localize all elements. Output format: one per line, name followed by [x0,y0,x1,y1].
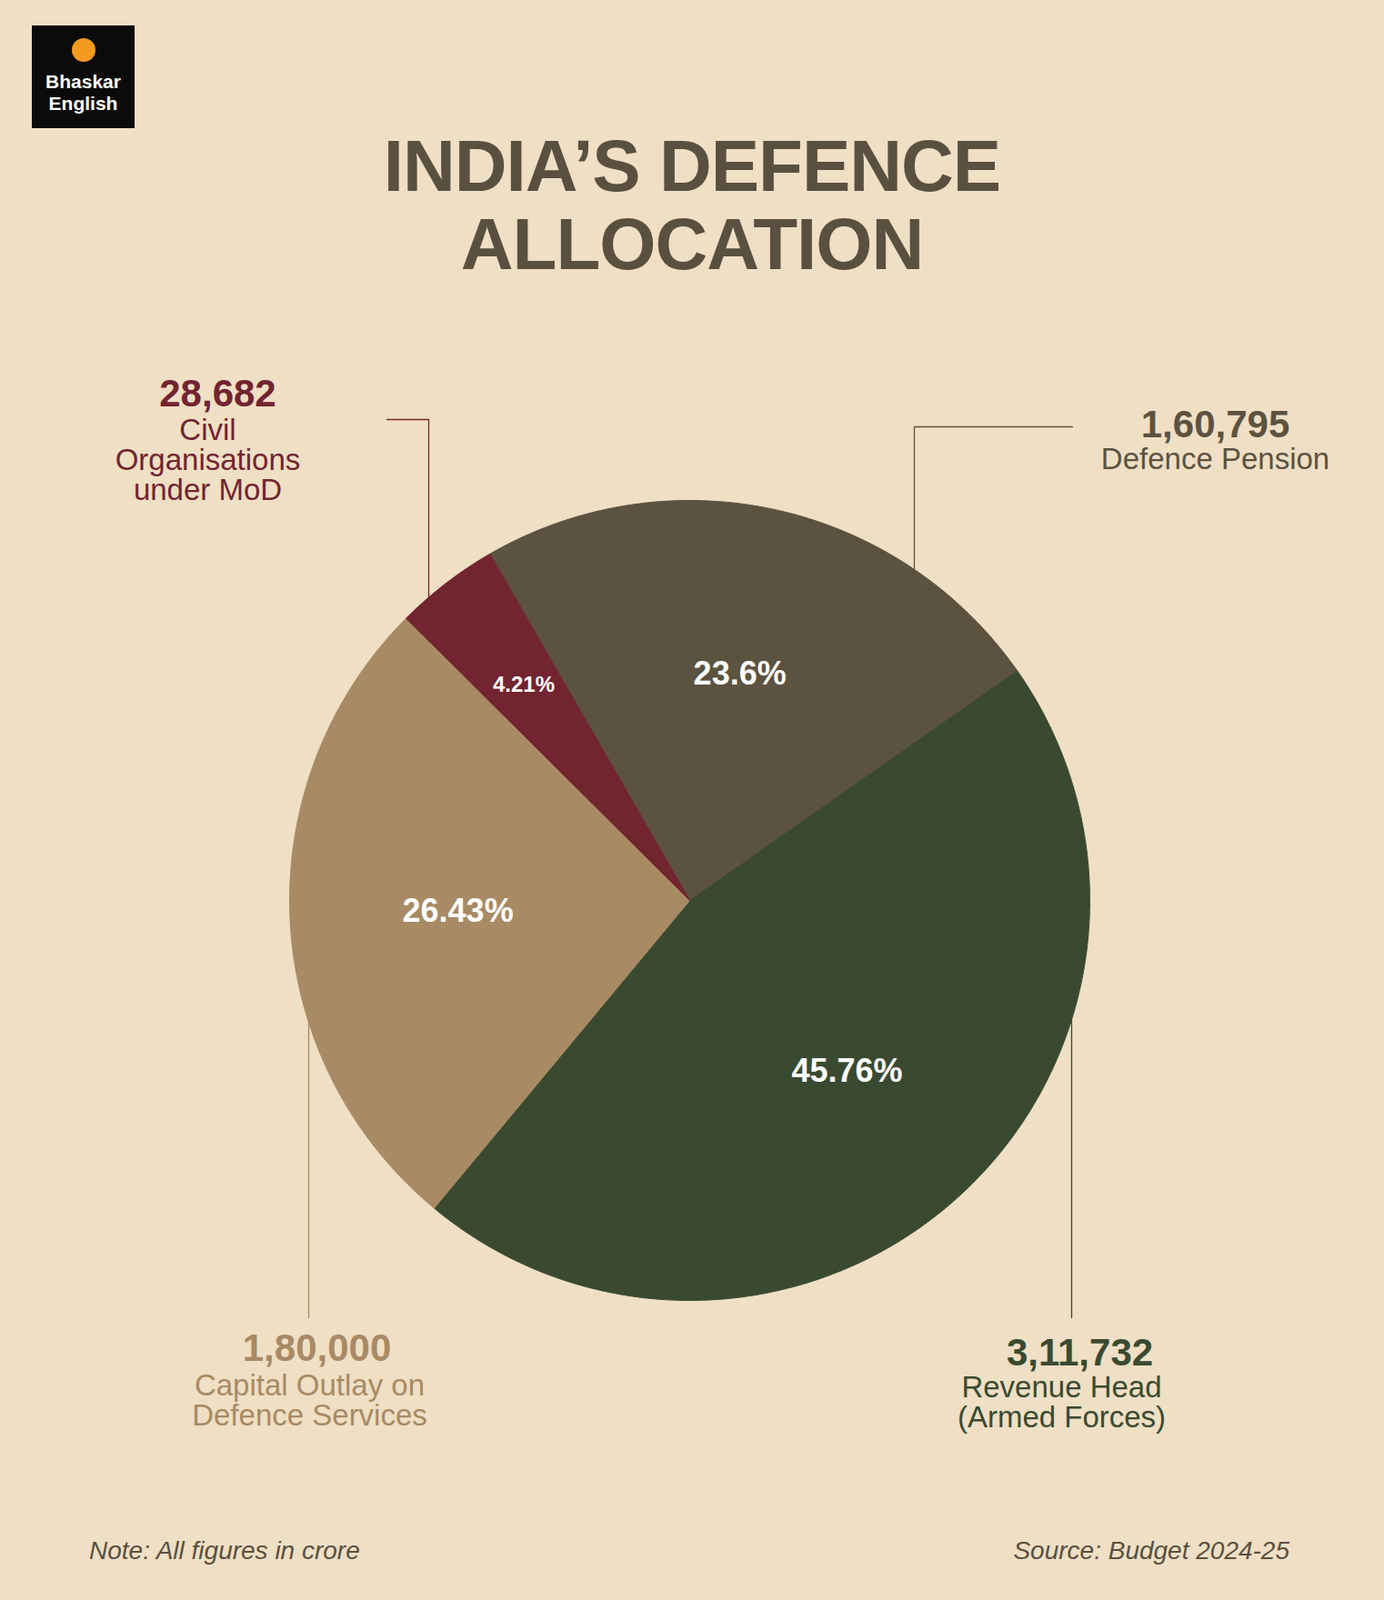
svg-text:CivilOrganisationsunder MoD: CivilOrganisationsunder MoD [115,412,301,507]
svg-text:Revenue Head(Armed Forces): Revenue Head(Armed Forces) [957,1370,1166,1435]
html-text:Source: Budget 2024-25: Source: Budget 2024-25 [1013,1536,1290,1565]
svg-text:28,682: 28,682 [159,371,276,415]
html-text:Bhaskar: Bhaskar [45,70,121,92]
svg-text:45.76%: 45.76% [791,1052,903,1090]
svg-text:26.43%: 26.43% [402,892,514,930]
svg-text:1,80,000: 1,80,000 [242,1326,392,1370]
html-text:Note: All figures in crore: Note: All figures in crore [89,1536,360,1565]
svg-text:Defence Pension: Defence Pension [1101,441,1330,476]
svg-text:3,11,732: 3,11,732 [1006,1331,1154,1374]
svg-text:23.6%: 23.6% [693,654,787,692]
svg-text:4.21%: 4.21% [492,671,555,697]
html-text:INDIA’S DEFENCE ALLOCATION: INDIA’S DEFENCE ALLOCATION [383,125,1001,285]
svg-text:Capital Outlay onDefence Servi: Capital Outlay onDefence Services [191,1368,428,1433]
html-text:English: English [48,92,118,114]
svg-text:1,60,795: 1,60,795 [1141,402,1291,446]
